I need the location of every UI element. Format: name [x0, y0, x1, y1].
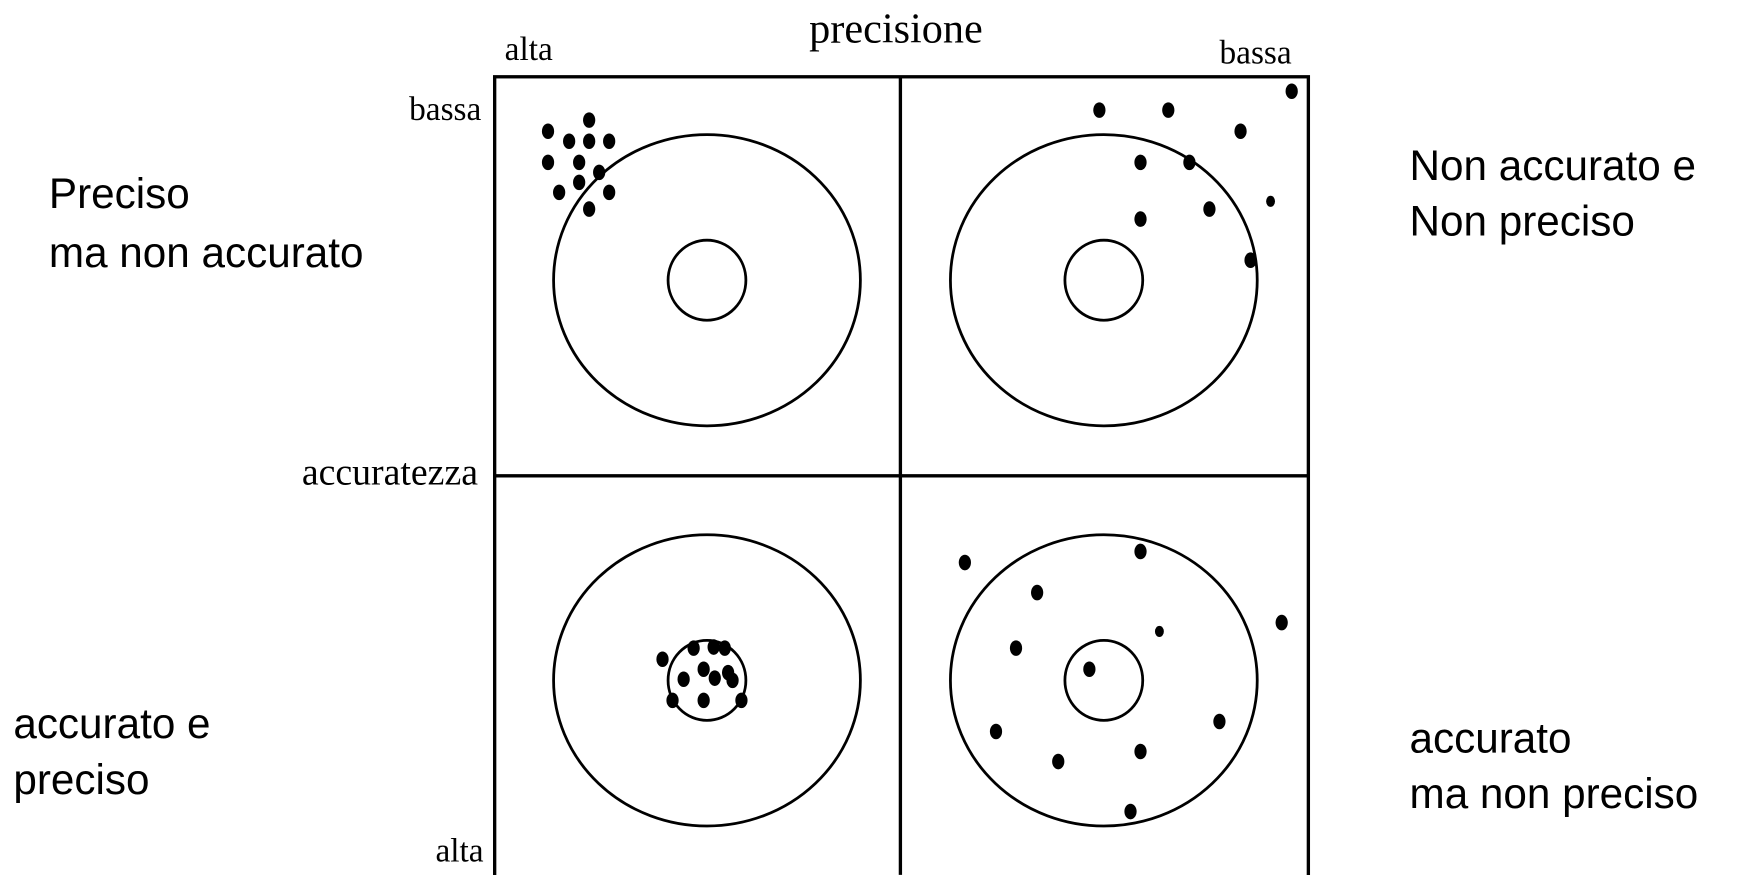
shot-dot — [1134, 543, 1147, 560]
shot-dot — [1275, 614, 1288, 631]
target-outer — [552, 133, 862, 428]
quadrant-label: ma non accurato — [49, 229, 364, 276]
shot-dot — [1134, 743, 1147, 760]
accuracy-title: accuratezza — [302, 452, 478, 494]
target-inner — [666, 238, 748, 322]
shot-dot — [1234, 123, 1247, 140]
shot-dot — [563, 133, 576, 150]
shot-dot — [541, 154, 555, 171]
shot-dot — [1134, 211, 1147, 227]
shot-dot — [1203, 201, 1216, 217]
target-inner — [666, 638, 748, 722]
targets — [541, 83, 1298, 828]
shot-dot — [718, 640, 731, 656]
shot-dot — [707, 639, 720, 655]
quadrant-label: preciso — [13, 756, 149, 803]
quadrant-label: Non preciso — [1410, 198, 1635, 245]
shot-dot — [1124, 803, 1137, 820]
shot-dot — [583, 201, 596, 217]
shot-dot — [687, 640, 700, 656]
shot-dot — [735, 692, 748, 709]
shot-dot — [583, 133, 596, 150]
shot-dot — [1009, 640, 1023, 656]
target-outer — [949, 533, 1259, 828]
shot-dot — [573, 174, 586, 191]
shot-dot — [677, 671, 690, 688]
shot-dot — [1244, 252, 1257, 268]
precision-low: bassa — [1219, 34, 1291, 71]
shot-dot — [666, 692, 679, 709]
shot-dot — [553, 184, 566, 201]
shot-dot — [708, 670, 721, 686]
shot-dot — [1162, 102, 1175, 118]
accuracy-low: bassa — [409, 91, 481, 128]
target-outer — [552, 533, 862, 828]
target-inner — [1063, 238, 1145, 322]
shot-dot — [1213, 713, 1226, 730]
target-outer — [949, 133, 1259, 428]
shot-dot — [603, 184, 616, 201]
shot-dot — [1285, 83, 1298, 100]
quadrant-label: Preciso — [49, 170, 190, 217]
shot-dot — [958, 554, 971, 571]
quadrant-label: Non accurato e — [1410, 142, 1696, 189]
shot-dot — [541, 123, 555, 140]
shot-dot — [1083, 661, 1096, 678]
shot-dot — [726, 672, 739, 689]
accuracy-high: alta — [435, 833, 483, 870]
shot-dot — [989, 723, 1003, 740]
quadrant-label: accurato — [1410, 715, 1572, 762]
shot-dot — [573, 154, 586, 171]
shot-dot — [603, 133, 616, 150]
shot-dot — [1183, 154, 1196, 171]
shot-dot — [1093, 102, 1106, 118]
target-inner — [1063, 638, 1145, 722]
quadrant-label: ma non preciso — [1410, 770, 1699, 817]
precision-title: precisione — [809, 5, 983, 52]
quadrant-label: accurato e — [13, 700, 210, 747]
shot-dot — [656, 651, 669, 668]
shot-dot — [1134, 154, 1147, 171]
shot-dot — [1052, 753, 1065, 770]
shot-dot — [1031, 584, 1044, 601]
shot-dot — [697, 661, 710, 678]
shot-dot — [1154, 625, 1164, 638]
shot-dot — [697, 692, 710, 709]
shot-dot — [583, 112, 596, 128]
shot-dot — [593, 164, 606, 181]
shot-dot — [1266, 195, 1276, 207]
precision-high: alta — [505, 31, 553, 68]
